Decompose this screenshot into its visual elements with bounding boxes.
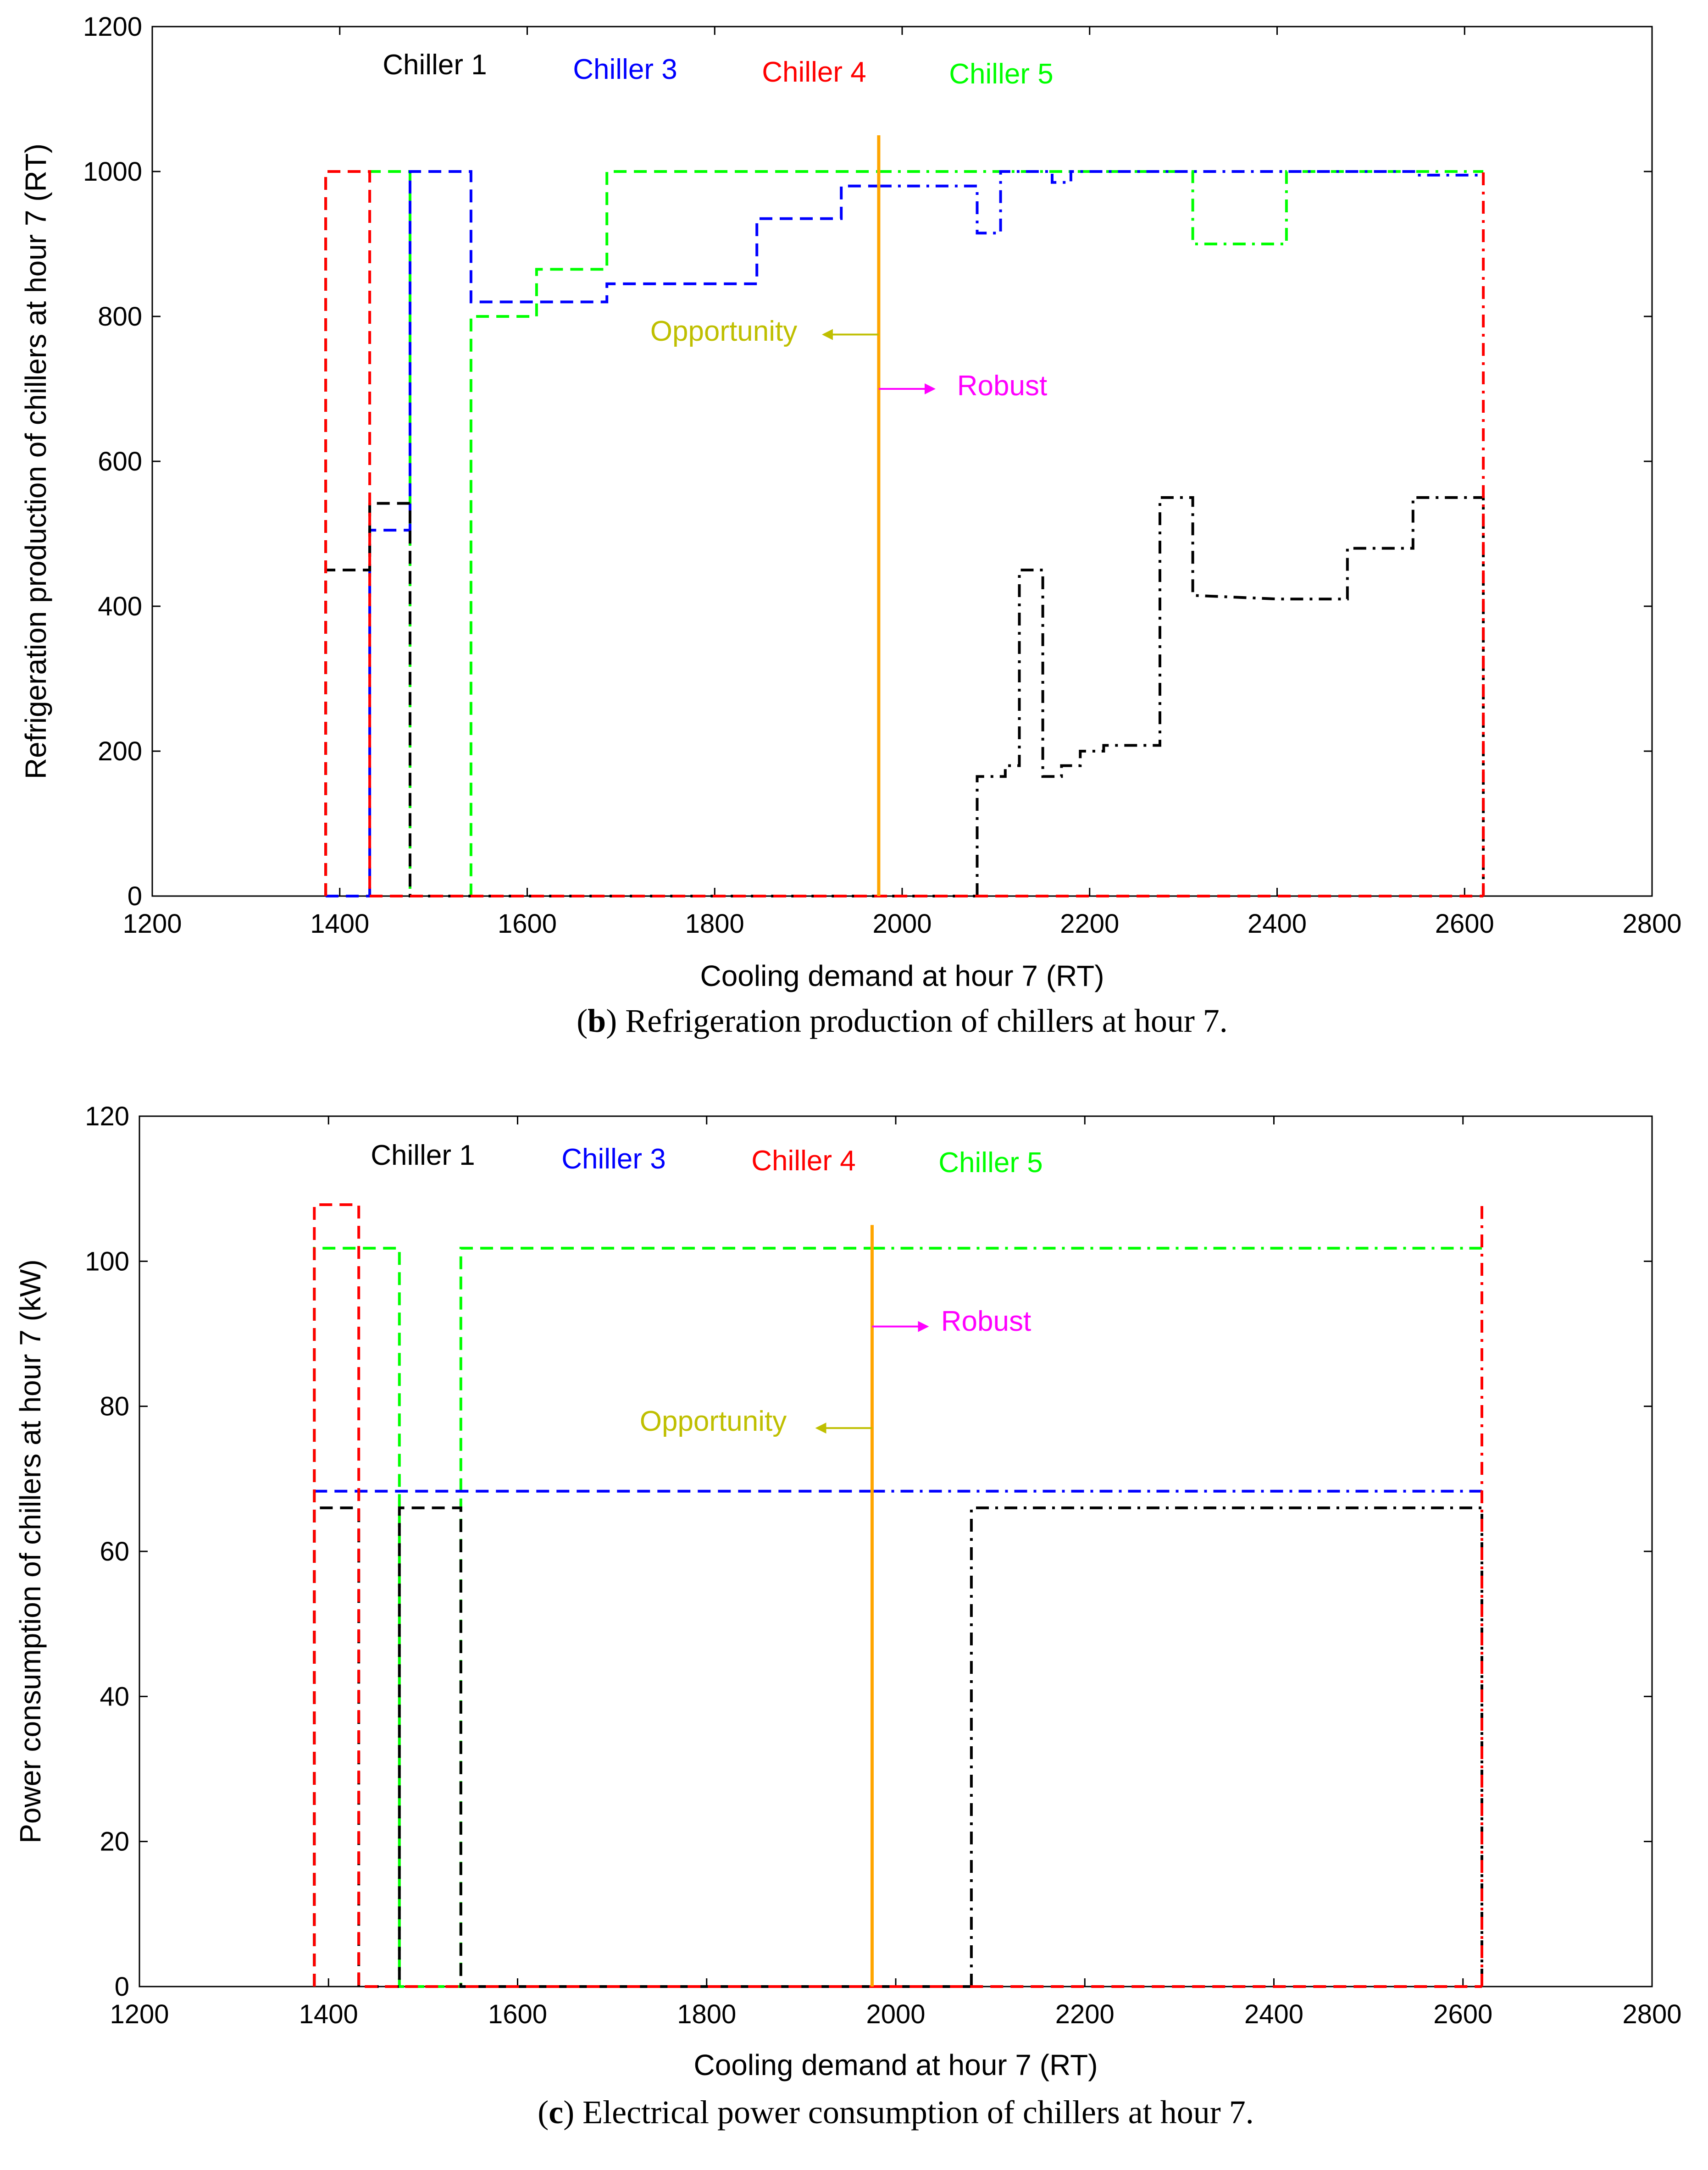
y-tick-label: 800 <box>98 302 142 332</box>
y-tick-label: 0 <box>128 881 142 911</box>
series-lines <box>324 170 1485 897</box>
legend-chiller-1: Chiller 1 <box>371 1140 475 1171</box>
x-tick-label: 1800 <box>685 909 744 939</box>
series-line-chiller-3 <box>326 170 879 897</box>
legend-chiller-3: Chiller 3 <box>561 1143 665 1175</box>
legend-chiller-3: Chiller 3 <box>573 54 677 85</box>
caption-letter: c <box>549 2094 563 2131</box>
caption-text: ) Electrical power consumption of chille… <box>563 2094 1254 2131</box>
series-line-chiller-1 <box>976 496 1485 896</box>
y-tick-label: 80 <box>100 1392 129 1422</box>
series-lines <box>313 1203 1483 1988</box>
y-tick-label: 60 <box>100 1537 129 1567</box>
caption-open: ( <box>538 2094 549 2131</box>
x-tick-label: 2400 <box>1248 909 1307 939</box>
opportunity-label: Opportunity <box>650 316 798 347</box>
y-tick-label: 40 <box>100 1682 129 1711</box>
y-tick-label: 600 <box>98 447 142 476</box>
caption-text: ) Refrigeration production of chillers a… <box>606 1002 1228 1039</box>
x-axis-label: Cooling demand at hour 7 (RT) <box>700 959 1104 992</box>
series-line-chiller-4 <box>313 1203 1482 1988</box>
caption-letter: b <box>588 1002 606 1039</box>
x-tick-label: 2200 <box>1055 1999 1115 2029</box>
series-line-chiller-3 <box>878 170 1484 235</box>
series-line-chiller-1 <box>970 1506 1483 1987</box>
x-tick-label: 1600 <box>488 1999 547 2029</box>
x-tick-label: 2600 <box>1435 909 1494 939</box>
y-tick-label: 20 <box>100 1827 129 1857</box>
legend-chiller-4: Chiller 4 <box>751 1145 855 1177</box>
x-tick-label: 2400 <box>1244 1999 1303 2029</box>
series-line-chiller-5 <box>878 170 1484 245</box>
x-tick-label: 1600 <box>498 909 557 939</box>
x-tick-label: 2600 <box>1433 1999 1492 2029</box>
robust-label: Robust <box>957 370 1047 402</box>
x-axis-label: Cooling demand at hour 7 (RT) <box>693 2048 1098 2081</box>
y-axis-label: Refrigeration production of chillers at … <box>19 144 52 779</box>
y-tick-label: 1200 <box>83 12 142 42</box>
x-tick-label: 2800 <box>1622 909 1681 939</box>
x-tick-label: 2000 <box>872 909 932 939</box>
x-tick-label: 1200 <box>110 1999 169 2029</box>
legend-chiller-5: Chiller 5 <box>938 1147 1043 1179</box>
x-tick-label: 1400 <box>299 1999 358 2029</box>
legend-chiller-4: Chiller 4 <box>762 56 866 88</box>
opportunity-label: Opportunity <box>640 1406 787 1437</box>
y-tick-label: 100 <box>85 1246 129 1276</box>
x-tick-label: 1800 <box>677 1999 736 2029</box>
series-line-chiller-5 <box>313 1246 872 1988</box>
x-tick-label: 1200 <box>122 909 182 939</box>
y-tick-label: 1000 <box>83 157 142 187</box>
axis-ticks: 1200 1400 1600 1800 2000 2200 2400 2600 2800 0 20 4… <box>85 1102 1681 2029</box>
x-tick-label: 2000 <box>866 1999 925 2029</box>
legend-chiller-1: Chiller 1 <box>383 49 487 81</box>
axis-ticks: 1200 1400 1600 1800 2000 2200 2400 2600 2800 0 200… <box>83 12 1682 939</box>
annotations <box>821 135 936 896</box>
series-line-chiller-4 <box>324 170 1484 897</box>
legend-chiller-5: Chiller 5 <box>949 58 1053 90</box>
y-tick-label: 200 <box>98 736 142 766</box>
y-axis-label: Power consumption of chillers at hour 7 … <box>14 1259 47 1843</box>
x-tick-label: 2800 <box>1622 1999 1681 2029</box>
caption-c: (c) Electrical power consumption of chil… <box>538 2094 1253 2131</box>
caption-open: ( <box>577 1002 588 1039</box>
y-tick-label: 0 <box>115 1972 129 2002</box>
annotations <box>815 1225 929 1987</box>
plot-frame <box>151 26 1653 897</box>
plot-frame <box>139 1115 1653 1987</box>
caption-b: (b) Refrigeration production of chillers… <box>577 1002 1228 1039</box>
chart-power: 1200 1400 1600 1800 2000 2200 2400 2600 2800 0 20 4… <box>14 1102 1682 2131</box>
chart-refrigeration: 1200 1400 1600 1800 2000 2200 2400 2600 2800 0 200… <box>19 12 1682 1039</box>
series-line-chiller-5 <box>324 170 879 897</box>
y-tick-label: 400 <box>98 592 142 621</box>
x-tick-label: 1400 <box>310 909 369 939</box>
robust-label: Robust <box>941 1306 1031 1337</box>
series-line-chiller-1 <box>313 1506 971 1988</box>
x-tick-label: 2200 <box>1060 909 1119 939</box>
y-tick-label: 120 <box>85 1102 129 1131</box>
